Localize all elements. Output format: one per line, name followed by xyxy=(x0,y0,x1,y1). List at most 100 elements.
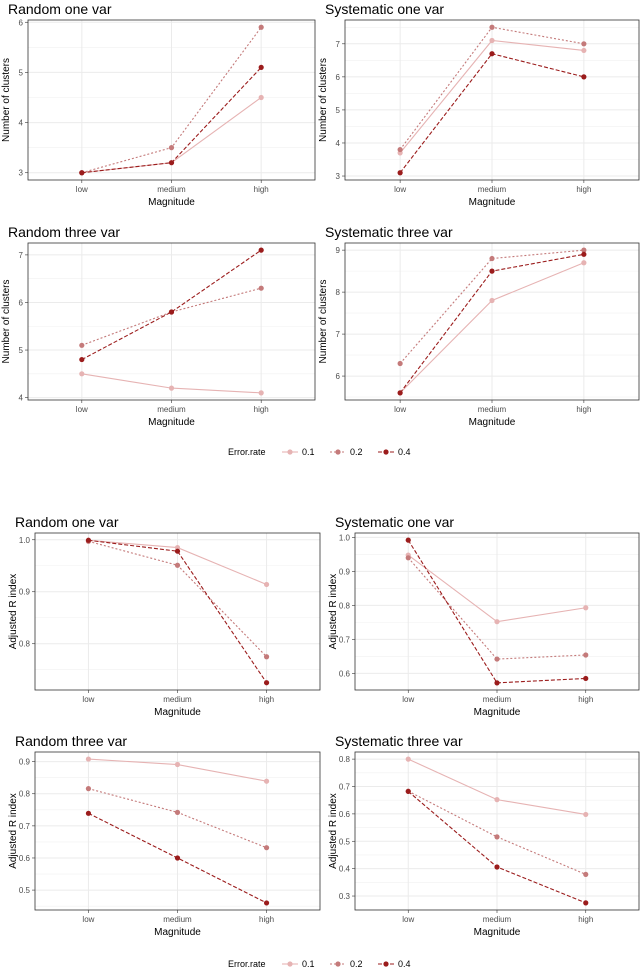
y-tick-label: 1.0 xyxy=(339,533,351,542)
data-point-0.4-low xyxy=(397,390,403,396)
legend-label: 0.2 xyxy=(350,447,363,457)
panel-title: Random one var xyxy=(15,514,119,530)
y-tick-label: 4 xyxy=(19,119,24,128)
data-point-0.2-high xyxy=(583,871,589,878)
y-tick-label: 0.6 xyxy=(19,854,31,863)
y-tick-label: 0.8 xyxy=(19,640,31,649)
data-point-0.2-high xyxy=(263,654,270,660)
y-tick-label: 7 xyxy=(19,251,24,260)
data-point-0.1-high xyxy=(263,778,270,784)
data-point-0.4-low xyxy=(405,537,411,543)
data-point-0.4-high xyxy=(258,64,264,70)
data-point-0.2-medium xyxy=(489,24,495,30)
plot-border xyxy=(344,19,640,181)
data-point-0.1-low xyxy=(85,756,92,762)
series-line-0.2 xyxy=(399,249,584,364)
y-tick-label: 0.8 xyxy=(339,601,351,610)
y-tick-label: 0.7 xyxy=(339,635,351,644)
panel-6: 0.5 0.6 0.7 0.8 0.9 low medium high Random three… xyxy=(8,733,321,938)
y-tick-label: 5 xyxy=(19,346,24,355)
legend-title: Error.rate xyxy=(228,959,266,968)
x-tick-label: low xyxy=(402,695,414,704)
data-point-0.1-high xyxy=(258,94,264,101)
data-point-0.4-high xyxy=(583,675,589,682)
data-point-0.1-medium xyxy=(168,385,175,391)
data-point-0.2-low xyxy=(85,786,92,792)
y-tick-label: 6 xyxy=(336,73,341,82)
data-point-0.4-medium xyxy=(174,548,181,554)
panel-title: Systematic one var xyxy=(325,1,444,17)
x-tick-label: high xyxy=(254,405,269,414)
y-axis-label: Number of clusters xyxy=(318,280,329,364)
data-point-0.4-medium xyxy=(494,864,500,870)
x-axis-label: Magnitude xyxy=(154,707,201,718)
plot-border xyxy=(354,532,640,691)
y-tick-label: 1.0 xyxy=(19,536,31,545)
panel-0: 3 4 5 6 low medium high Random one var Magnitude… xyxy=(1,1,316,208)
y-tick-label: 3 xyxy=(336,172,341,181)
data-point-0.1-medium xyxy=(489,297,495,304)
data-point-0.4-low xyxy=(85,537,92,543)
y-tick-label: 0.5 xyxy=(19,886,31,895)
x-tick-label: high xyxy=(259,915,274,924)
y-tick-label: 6 xyxy=(336,372,341,381)
data-point-0.2-medium xyxy=(494,656,500,662)
data-point-0.4-medium xyxy=(489,51,495,57)
y-tick-label: 8 xyxy=(336,288,341,297)
x-tick-label: medium xyxy=(157,185,186,194)
x-axis-label: Magnitude xyxy=(148,197,195,208)
data-point-0.2-medium xyxy=(168,145,175,151)
x-tick-label: low xyxy=(394,405,406,414)
legend-0: Error.rate 0.1 0.2 0.4 xyxy=(228,447,411,457)
data-point-0.4-medium xyxy=(494,680,500,686)
data-point-0.1-high xyxy=(263,581,270,588)
y-tick-label: 7 xyxy=(336,330,341,339)
x-axis-label: Magnitude xyxy=(469,417,516,428)
data-point-0.4-medium xyxy=(174,855,181,861)
series-line-0.4 xyxy=(81,249,262,361)
data-point-0.2-high xyxy=(258,285,264,291)
y-tick-label: 0.3 xyxy=(339,892,351,901)
x-tick-label: medium xyxy=(163,695,192,704)
data-point-0.1-high xyxy=(258,390,264,396)
data-point-0.4-low xyxy=(85,810,92,816)
y-tick-label: 0.8 xyxy=(339,755,351,764)
x-axis-label: Magnitude xyxy=(474,927,521,938)
panel-7: 0.3 0.4 0.5 0.6 0.7 0.8 low medium high Systemati… xyxy=(328,733,640,938)
series-line-0.4 xyxy=(88,539,268,684)
legend-1: Error.rate 0.1 0.2 0.4 xyxy=(228,959,411,968)
x-axis-label: Magnitude xyxy=(474,707,521,718)
y-axis-label: Adjusted R index xyxy=(328,793,339,869)
y-tick-label: 0.6 xyxy=(339,810,351,819)
legend-key-point xyxy=(383,449,389,455)
data-point-0.4-high xyxy=(263,900,270,906)
x-tick-label: medium xyxy=(483,695,512,704)
panel-5: 0.6 0.7 0.8 0.9 1.0 low medium high Systematic o… xyxy=(328,514,640,718)
legend-key-point xyxy=(335,961,341,967)
y-tick-label: 5 xyxy=(336,106,341,115)
x-tick-label: low xyxy=(82,695,94,704)
y-axis-label: Adjusted R index xyxy=(8,574,19,650)
panel-title: Random three var xyxy=(15,733,127,749)
data-point-0.2-medium xyxy=(489,255,495,262)
y-tick-label: 0.7 xyxy=(19,822,31,831)
data-point-0.2-high xyxy=(263,845,270,851)
panel-3: 6 7 8 9 low medium high Systematic three var Mag… xyxy=(318,224,640,428)
x-tick-label: low xyxy=(402,915,414,924)
legend-key-point xyxy=(335,449,341,455)
data-point-0.4-low xyxy=(79,170,85,176)
panel-title: Systematic three var xyxy=(325,224,453,240)
data-point-0.4-high xyxy=(263,680,270,686)
legend-key-point xyxy=(383,961,389,967)
panel-1: 3 4 5 6 7 low medium high Systematic one var Magn… xyxy=(318,1,640,208)
data-point-0.2-low xyxy=(405,555,411,561)
y-tick-label: 0.9 xyxy=(19,588,31,597)
x-tick-label: medium xyxy=(483,915,512,924)
y-tick-label: 6 xyxy=(19,18,24,27)
data-point-0.4-low xyxy=(397,170,403,176)
data-point-0.2-high xyxy=(583,652,589,658)
data-point-0.2-medium xyxy=(174,562,181,568)
x-axis-label: Magnitude xyxy=(154,927,201,938)
y-axis-label: Number of clusters xyxy=(318,58,329,142)
y-tick-label: 0.9 xyxy=(19,758,31,767)
